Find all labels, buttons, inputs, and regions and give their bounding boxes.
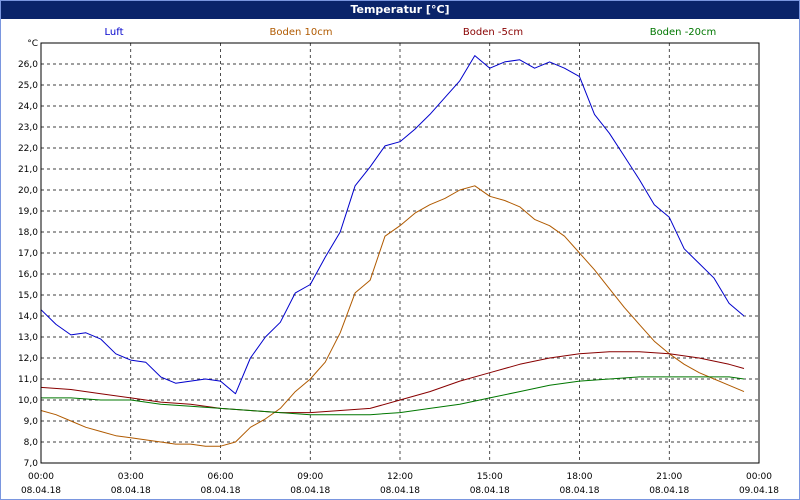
y-tick-label: 11,0 [18, 375, 38, 385]
x-tick-time: 00:00 [746, 472, 772, 482]
x-axis-ticks: 00:00 08.04.18 03:00 08.04.18 06:00 08.04.18 0… [21, 472, 779, 496]
y-tick-label: 26,0 [18, 60, 38, 70]
y-tick-label: 13,0 [18, 333, 38, 343]
y-tick-label: 8,0 [24, 438, 39, 448]
y-tick-label: 19,0 [18, 207, 38, 217]
series-group [40, 55, 745, 447]
legend-item: Boden 10cm [270, 27, 333, 38]
x-tick-date: 08.04.18 [290, 486, 330, 496]
y-tick-label: 25,0 [18, 81, 38, 91]
x-tick-time: 09:00 [297, 472, 323, 482]
legend-item: Boden -5cm [463, 27, 523, 38]
x-tick-time: 03:00 [118, 472, 144, 482]
x-tick-date: 08.04.18 [649, 486, 689, 496]
x-tick-date: 08.04.18 [200, 486, 240, 496]
legend: Luft Boden 10cm Boden -5cm Boden -20cm [105, 27, 717, 38]
x-tick-time: 00:00 [28, 472, 54, 482]
y-tick-label: 20,0 [18, 186, 38, 196]
series-line [41, 376, 745, 416]
y-axis-ticks: 7,0 8,0 9,0 10,0 11,0 12,0 13,0 14,0 15,0 16,0 17,… [18, 60, 38, 469]
legend-item: Boden -20cm [650, 27, 717, 38]
window-title: Temperatur [°C] [1, 1, 799, 19]
y-tick-label: 16,0 [18, 270, 38, 280]
y-tick-label: 9,0 [24, 417, 39, 427]
legend-item: Luft [105, 27, 124, 38]
x-tick-date: 08.04.18 [380, 486, 420, 496]
x-tick-date: 08.04.18 [21, 486, 61, 496]
y-tick-label: 21,0 [18, 165, 38, 175]
y-tick-label: 10,0 [18, 396, 38, 406]
x-tick-date: 09.04.18 [739, 486, 779, 496]
series-line [40, 185, 745, 447]
y-tick-label: 12,0 [18, 354, 38, 364]
y-tick-label: 17,0 [18, 249, 38, 259]
y-axis-unit: °C [27, 39, 38, 49]
y-tick-label: 24,0 [18, 102, 38, 112]
x-tick-date: 08.04.18 [470, 486, 510, 496]
y-tick-label: 22,0 [18, 144, 38, 154]
x-tick-date: 08.04.18 [111, 486, 151, 496]
x-tick-time: 15:00 [477, 472, 503, 482]
x-tick-time: 21:00 [656, 472, 682, 482]
y-tick-label: 23,0 [18, 123, 38, 133]
y-tick-label: 7,0 [24, 459, 39, 469]
x-tick-date: 08.04.18 [559, 486, 599, 496]
y-tick-label: 14,0 [18, 312, 38, 322]
y-tick-label: 15,0 [18, 291, 38, 301]
series-line [40, 55, 745, 395]
x-tick-time: 06:00 [208, 472, 234, 482]
series-line [40, 351, 745, 414]
y-tick-label: 18,0 [18, 228, 38, 238]
plot-frame [40, 42, 760, 464]
x-tick-time: 12:00 [387, 472, 413, 482]
x-tick-time: 18:00 [567, 472, 593, 482]
